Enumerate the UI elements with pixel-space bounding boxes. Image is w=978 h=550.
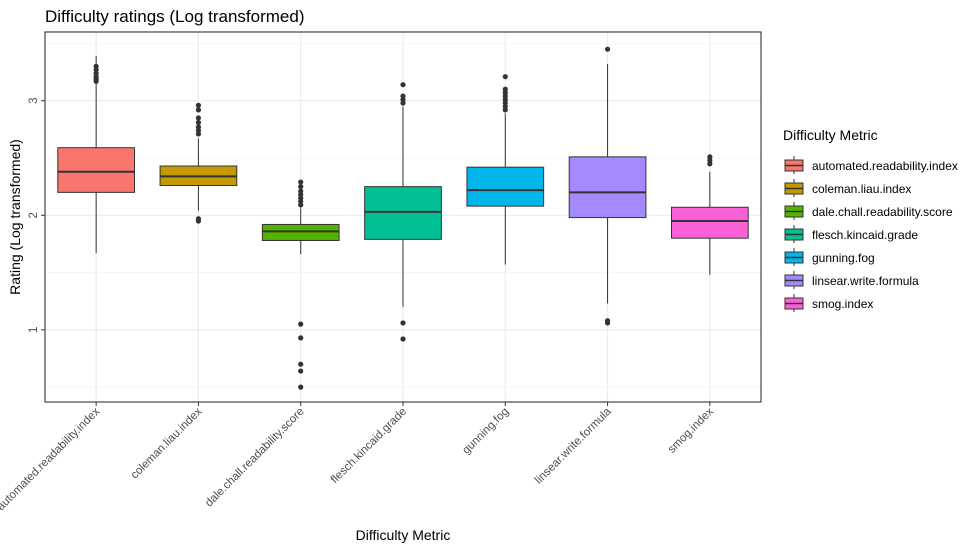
outlier-point xyxy=(298,368,304,374)
legend-item: linsear.write.formula xyxy=(784,271,919,289)
legend-label: smog.index xyxy=(812,297,873,311)
outlier-point xyxy=(298,321,304,327)
outlier-point xyxy=(298,361,304,367)
outlier-point xyxy=(93,63,99,69)
outlier-point xyxy=(502,86,508,92)
x-tick-label: coleman.liau.index xyxy=(129,405,205,481)
legend-item: dale.chall.readability.score xyxy=(784,202,953,220)
legend-item: smog.index xyxy=(784,294,873,312)
x-tick-label: automated.readability.index xyxy=(0,405,102,513)
outlier-point xyxy=(502,74,508,80)
box-gunning.fog xyxy=(466,74,545,265)
outlier-point xyxy=(298,188,304,194)
x-axis-title: Difficulty Metric xyxy=(356,527,451,543)
y-axis: 1 2 3 xyxy=(28,98,45,333)
legend: Difficulty Metric automated.readability.… xyxy=(783,127,958,312)
x-axis: automated.readability.index coleman.liau.… xyxy=(0,402,716,513)
legend-item: automated.readability.index xyxy=(784,156,958,174)
x-tick-label: flesch.kincaid.grade xyxy=(329,406,409,486)
outlier-point xyxy=(195,107,202,113)
x-tick-label: smog.index xyxy=(666,405,716,455)
box-dale.chall.readability.score xyxy=(261,179,340,390)
legend-title: Difficulty Metric xyxy=(783,127,878,143)
y-tick-label: 2 xyxy=(28,212,40,218)
y-axis-title: Rating (Log transformed) xyxy=(7,139,23,295)
outlier-point xyxy=(604,46,611,52)
outlier-point xyxy=(195,115,202,121)
outlier-point xyxy=(195,102,202,108)
y-tick-label: 3 xyxy=(28,98,40,104)
legend-item: gunning.fog xyxy=(784,248,875,266)
box-smog.index xyxy=(671,154,749,275)
box-body xyxy=(671,206,749,239)
chart-title: Difficulty ratings (Log transformed) xyxy=(45,7,305,26)
outlier-point xyxy=(400,82,406,88)
box-flesch.kincaid.grade xyxy=(364,82,442,342)
legend-label: gunning.fog xyxy=(812,251,875,265)
outlier-point xyxy=(707,154,713,160)
legend-label: dale.chall.readability.score xyxy=(812,205,953,219)
outlier-point xyxy=(195,119,202,126)
outlier-point xyxy=(604,318,611,324)
legend-label: automated.readability.index xyxy=(812,159,958,173)
legend-label: linsear.write.formula xyxy=(812,274,919,288)
legend-label: flesch.kincaid.grade xyxy=(812,228,918,242)
box-coleman.liau.index xyxy=(159,102,238,224)
box-body xyxy=(466,166,545,207)
box-body xyxy=(568,156,647,219)
box-series xyxy=(57,46,749,390)
outlier-point xyxy=(400,320,406,326)
outlier-point xyxy=(195,216,202,222)
x-tick-label: dale.chall.readability.score xyxy=(203,406,307,510)
x-tick-label: gunning.fog xyxy=(460,406,511,457)
x-tick-label: linsear.write.formula xyxy=(533,405,614,486)
box-linsear.write.formula xyxy=(568,46,647,326)
legend-item: flesch.kincaid.grade xyxy=(784,225,918,243)
box-body xyxy=(364,186,442,240)
outlier-point xyxy=(298,384,304,390)
y-tick-label: 1 xyxy=(28,327,40,333)
box-automated.readability.index xyxy=(57,56,135,254)
box-body xyxy=(57,147,135,193)
outlier-point xyxy=(195,124,202,130)
legend-label: coleman.liau.index xyxy=(812,182,911,196)
panel-border xyxy=(44,31,762,403)
outlier-point xyxy=(298,179,304,185)
outlier-point xyxy=(400,93,406,99)
outlier-point xyxy=(400,336,406,342)
outlier-point xyxy=(298,184,304,190)
box-body xyxy=(261,223,340,241)
outlier-point xyxy=(298,335,304,341)
legend-item: coleman.liau.index xyxy=(784,179,911,197)
